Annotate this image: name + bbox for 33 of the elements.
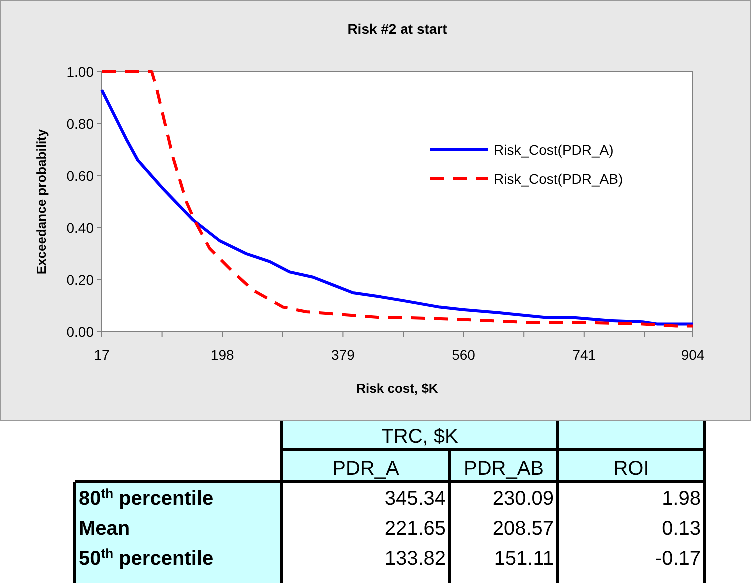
x-axis-title: Risk cost, $K [356, 381, 439, 396]
x-tick-label: 560 [452, 347, 476, 363]
data-label: 133.82 [384, 548, 446, 570]
x-tick-label: 741 [572, 347, 596, 363]
x-tick-label: 17 [94, 347, 110, 363]
y-tick-label: 0.60 [66, 168, 94, 184]
data-label: 0.13 [662, 518, 701, 540]
data-label: 151.11 [494, 548, 554, 570]
data-label: 345.34 [384, 488, 446, 510]
y-tick-label: 80$^{th}$ percentile [79, 486, 214, 510]
data-label: 1.98 [662, 488, 701, 510]
x-tick-label: 198 [210, 347, 234, 363]
y-tick-label: 50$^{th}$ percentile [79, 546, 214, 570]
data-label: 221.65 [384, 518, 446, 540]
y-axis-title: Exceedance probability [34, 128, 49, 275]
x-tick-label: PDR_AB [464, 458, 544, 480]
legend-label: Risk_Cost(PDR_AB) [494, 170, 624, 187]
chart-title: TRC, $K [382, 426, 459, 448]
x-tick-label: 379 [332, 347, 356, 363]
y-tick-label: 0.40 [66, 220, 94, 236]
data-label: 208.57 [492, 518, 554, 540]
data-label: -0.17 [655, 548, 701, 570]
y-tick-label: 0.00 [66, 324, 94, 340]
y-tick-label: Mean [79, 518, 130, 540]
chart-title: Risk #2 at start [348, 21, 448, 37]
data-label: 230.09 [492, 488, 554, 510]
y-tick-label: 1.00 [66, 64, 94, 80]
x-tick-label: PDR_A [332, 458, 400, 480]
y-tick-label: 0.20 [66, 272, 94, 288]
legend-label: Risk_Cost(PDR_A) [494, 142, 614, 158]
y-tick-label: 0.80 [66, 116, 94, 132]
x-tick-label: 904 [681, 347, 705, 363]
x-tick-label: ROI [614, 458, 650, 480]
